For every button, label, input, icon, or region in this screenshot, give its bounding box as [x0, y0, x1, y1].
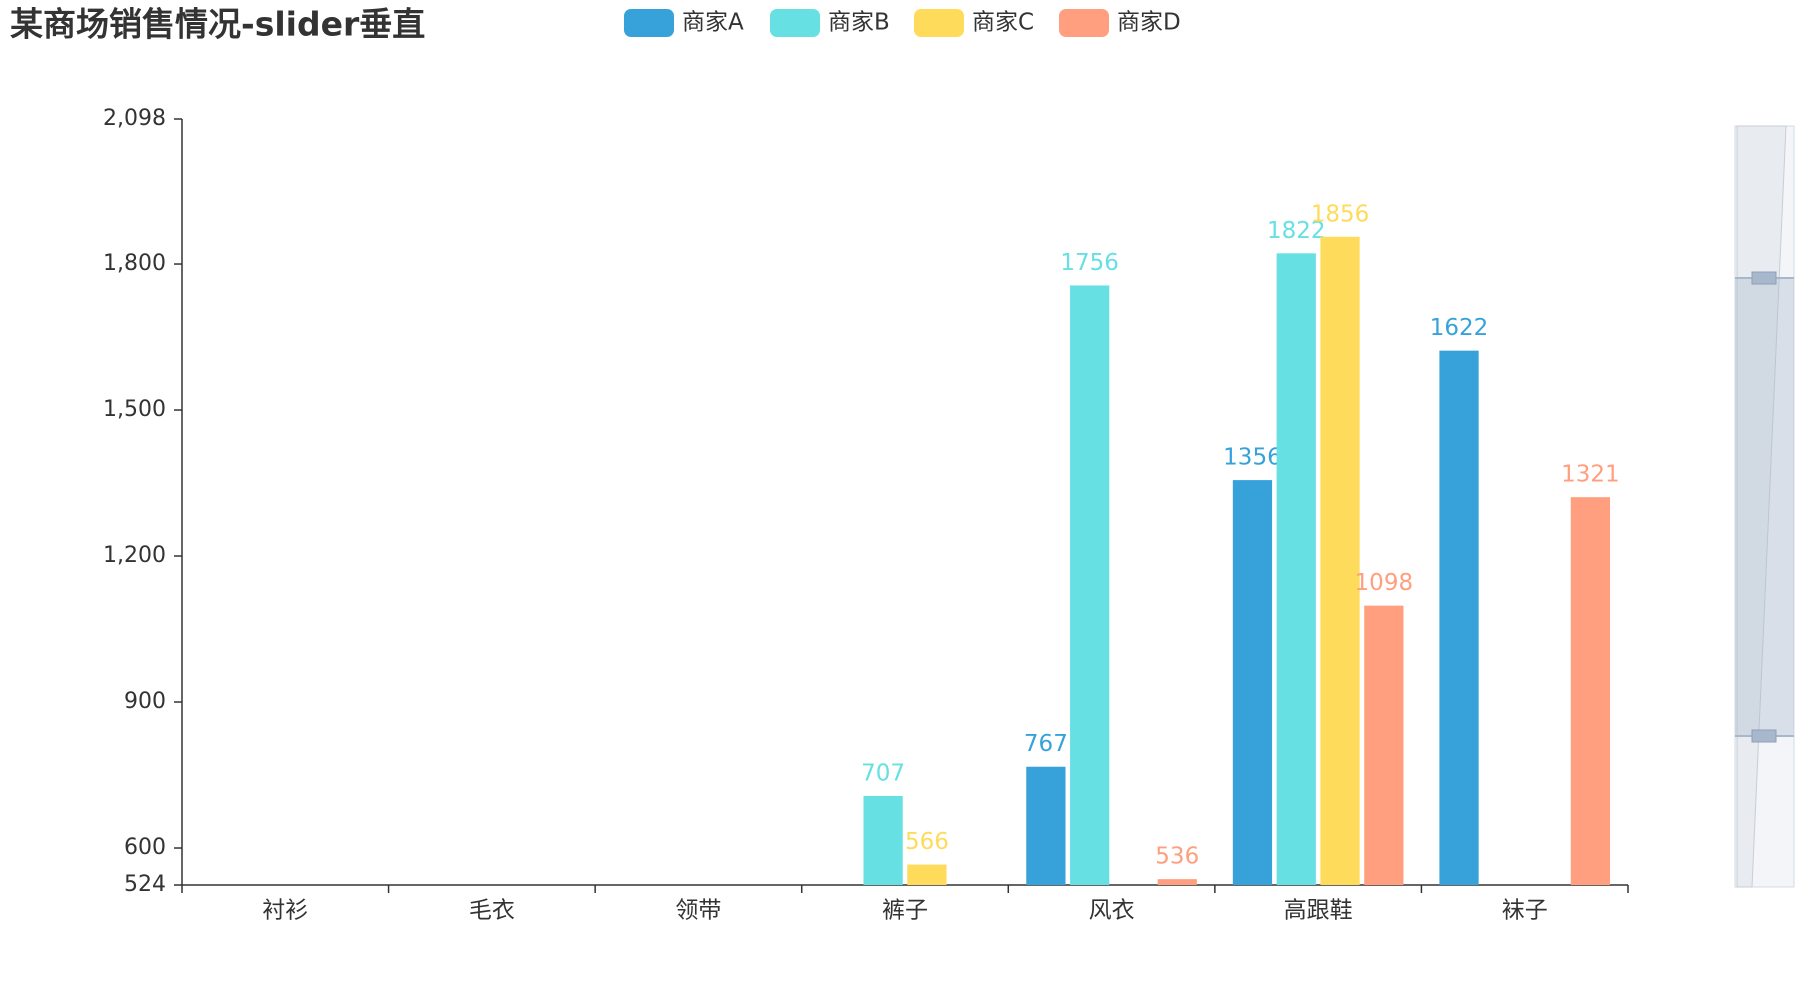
x-tick-label: 毛衣 — [469, 898, 515, 924]
data-label: 1098 — [1355, 570, 1414, 596]
data-label: 1856 — [1311, 201, 1370, 227]
legend-swatch — [770, 9, 820, 37]
x-tick-label: 风衣 — [1089, 898, 1135, 924]
bar — [907, 864, 947, 885]
y-tick-label: 900 — [124, 689, 166, 714]
data-label: 1356 — [1223, 445, 1282, 471]
slider-handle[interactable] — [1751, 271, 1777, 285]
x-tick-label: 裤子 — [882, 898, 928, 924]
bar — [1232, 480, 1273, 885]
x-tick-label: 高跟鞋 — [1284, 898, 1353, 924]
data-label: 1321 — [1561, 462, 1620, 488]
legend-label: 商家C — [972, 10, 1034, 36]
data-label: 1822 — [1267, 218, 1326, 244]
legend-label: 商家A — [682, 10, 744, 36]
bar — [1070, 285, 1110, 885]
bar — [1320, 236, 1360, 885]
bar — [1026, 766, 1066, 885]
slider-data-shadow — [1736, 125, 1787, 888]
legend-label: 商家D — [1117, 10, 1181, 36]
data-label: 566 — [905, 829, 949, 855]
x-tick-label: 衬衫 — [262, 898, 308, 924]
legend-swatch — [914, 9, 964, 37]
y-tick-label: 1,500 — [103, 397, 166, 422]
x-tick-label: 领带 — [675, 898, 721, 924]
slider-handle[interactable] — [1751, 729, 1777, 743]
y-tick-label: 1,200 — [103, 543, 166, 568]
legend-swatch — [624, 9, 674, 37]
data-label: 1756 — [1060, 250, 1119, 276]
data-label: 1622 — [1430, 315, 1489, 341]
x-tick-label: 袜子 — [1502, 898, 1548, 924]
datazoom-slider[interactable] — [1734, 125, 1795, 888]
slider-selected-range — [1735, 278, 1794, 736]
bar — [1157, 879, 1197, 885]
data-label: 536 — [1155, 844, 1199, 870]
chart-title: 某商场销售情况-slider垂直 — [10, 5, 425, 44]
bar — [1276, 253, 1316, 886]
bar — [863, 795, 903, 885]
legend-label: 商家B — [828, 10, 890, 36]
bar — [1570, 497, 1611, 885]
y-tick-label: 524 — [124, 872, 166, 897]
legend-swatch — [1059, 9, 1109, 37]
data-label: 767 — [1024, 731, 1068, 757]
bar — [1439, 350, 1479, 885]
y-tick-label: 600 — [124, 835, 166, 860]
y-tick-label: 1,800 — [103, 251, 166, 276]
y-tick-label: 2,098 — [103, 106, 166, 131]
data-label: 707 — [861, 760, 905, 786]
bar — [1364, 605, 1404, 885]
